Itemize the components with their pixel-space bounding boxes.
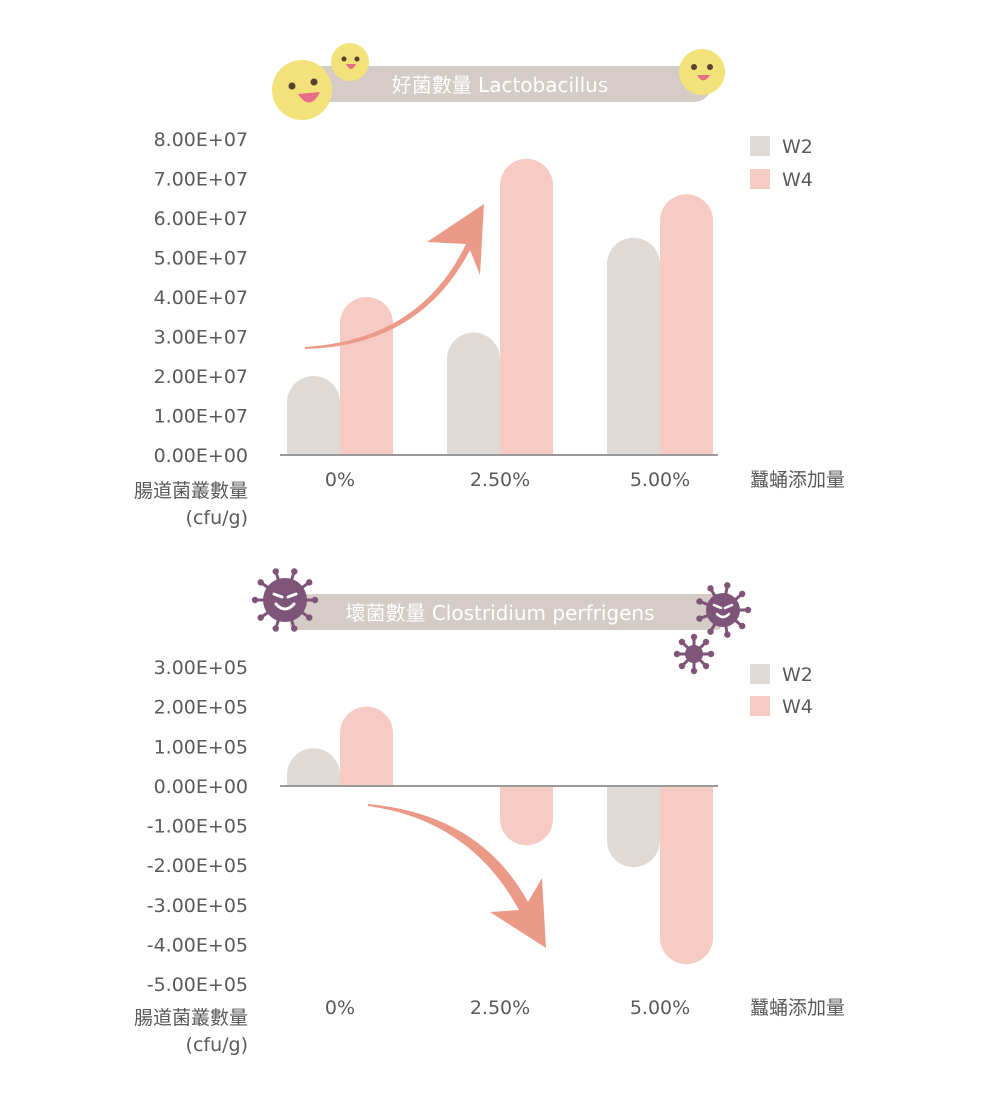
y-tick-label: -4.00E+05 — [147, 934, 248, 956]
legend-swatch-w2 — [750, 664, 770, 684]
legend-swatch-w2 — [750, 136, 770, 156]
title-banner-bg — [290, 594, 722, 630]
y-tick-label: 0.00E+00 — [154, 776, 248, 798]
x-tick-label: 0% — [325, 469, 355, 491]
bar-w4-2 — [500, 158, 553, 455]
bar-w2-3 — [607, 237, 660, 455]
bar-w4-1 — [340, 297, 393, 455]
title-banner-bg — [300, 66, 712, 102]
virus-icon — [673, 633, 715, 675]
x-axis-label: 蠶蛹添加量 — [750, 469, 845, 491]
legend-label-w2: W2 — [782, 664, 813, 686]
virus-icon — [251, 568, 319, 632]
legend: W2 W4 — [750, 664, 813, 718]
y-tick-label: -5.00E+05 — [147, 974, 248, 996]
legend-label-w4: W4 — [782, 169, 813, 191]
y-axis-label: 腸道菌叢數量 — [134, 480, 248, 502]
legend-label-w2: W2 — [782, 136, 813, 158]
smiley-bacteria-icon — [331, 43, 369, 81]
y-tick-label: 3.00E+05 — [154, 657, 248, 679]
y-tick-label: 1.00E+05 — [154, 736, 248, 758]
y-tick-label: 0.00E+00 — [154, 445, 248, 467]
legend-label-w4: W4 — [782, 696, 813, 718]
y-tick-label: 2.00E+05 — [154, 697, 248, 719]
x-tick-label: 0% — [325, 997, 355, 1019]
y-axis-unit: (cfu/g) — [186, 507, 248, 529]
chart-title: 好菌數量 Lactobacillus — [392, 73, 609, 97]
y-tick-label: 5.00E+07 — [154, 248, 248, 270]
y-axis-label: 腸道菌叢數量 — [134, 1007, 248, 1029]
bar-w2-3 — [607, 785, 660, 868]
y-tick-label: 6.00E+07 — [154, 208, 248, 230]
bar-w4-2 — [500, 785, 553, 846]
y-tick-label: 3.00E+07 — [154, 327, 248, 349]
virus-icon — [696, 582, 752, 638]
x-axis-label: 蠶蛹添加量 — [750, 997, 845, 1019]
title-banner: 壞菌數量 Clostridium perfrigens — [290, 594, 722, 630]
smiley-bacteria-icon — [272, 60, 332, 120]
y-axis-unit: (cfu/g) — [186, 1034, 248, 1056]
chart-title: 壞菌數量 Clostridium perfrigens — [345, 601, 654, 625]
clostridium-chart: 壞菌數量 Clostridium perfrigens 3.00E+05 2.00… — [134, 568, 845, 1056]
y-tick-label: -2.00E+05 — [147, 855, 248, 877]
x-tick-label: 5.00% — [630, 997, 690, 1019]
legend: W2 W4 — [750, 136, 813, 191]
y-tick-label: 4.00E+07 — [154, 287, 248, 309]
trend-down-arrow — [368, 804, 546, 948]
y-tick-label: 2.00E+07 — [154, 366, 248, 388]
title-banner: 好菌數量 Lactobacillus — [300, 66, 712, 102]
y-tick-label: 1.00E+07 — [154, 406, 248, 428]
smiley-bacteria-icon — [679, 49, 725, 95]
x-tick-label: 2.50% — [470, 997, 530, 1019]
lactobacillus-chart: 好菌數量 Lactobacillus 8.00E+07 7.00E+07 6.00E… — [134, 43, 845, 529]
bar-w4-1 — [340, 706, 393, 786]
bar-w2-1 — [287, 748, 340, 786]
y-tick-label: -3.00E+05 — [147, 895, 248, 917]
legend-swatch-w4 — [750, 696, 770, 716]
bar-w4-3 — [660, 194, 713, 455]
bar-w2-2 — [447, 332, 500, 455]
x-tick-label: 2.50% — [470, 469, 530, 491]
trend-up-arrow — [305, 204, 484, 349]
y-tick-label: 7.00E+07 — [154, 169, 248, 191]
bar-w4-3 — [660, 785, 713, 965]
y-tick-label: 8.00E+07 — [154, 129, 248, 151]
x-tick-label: 5.00% — [630, 469, 690, 491]
y-tick-label: -1.00E+05 — [147, 816, 248, 838]
legend-swatch-w4 — [750, 169, 770, 189]
bar-w2-1 — [287, 376, 340, 455]
